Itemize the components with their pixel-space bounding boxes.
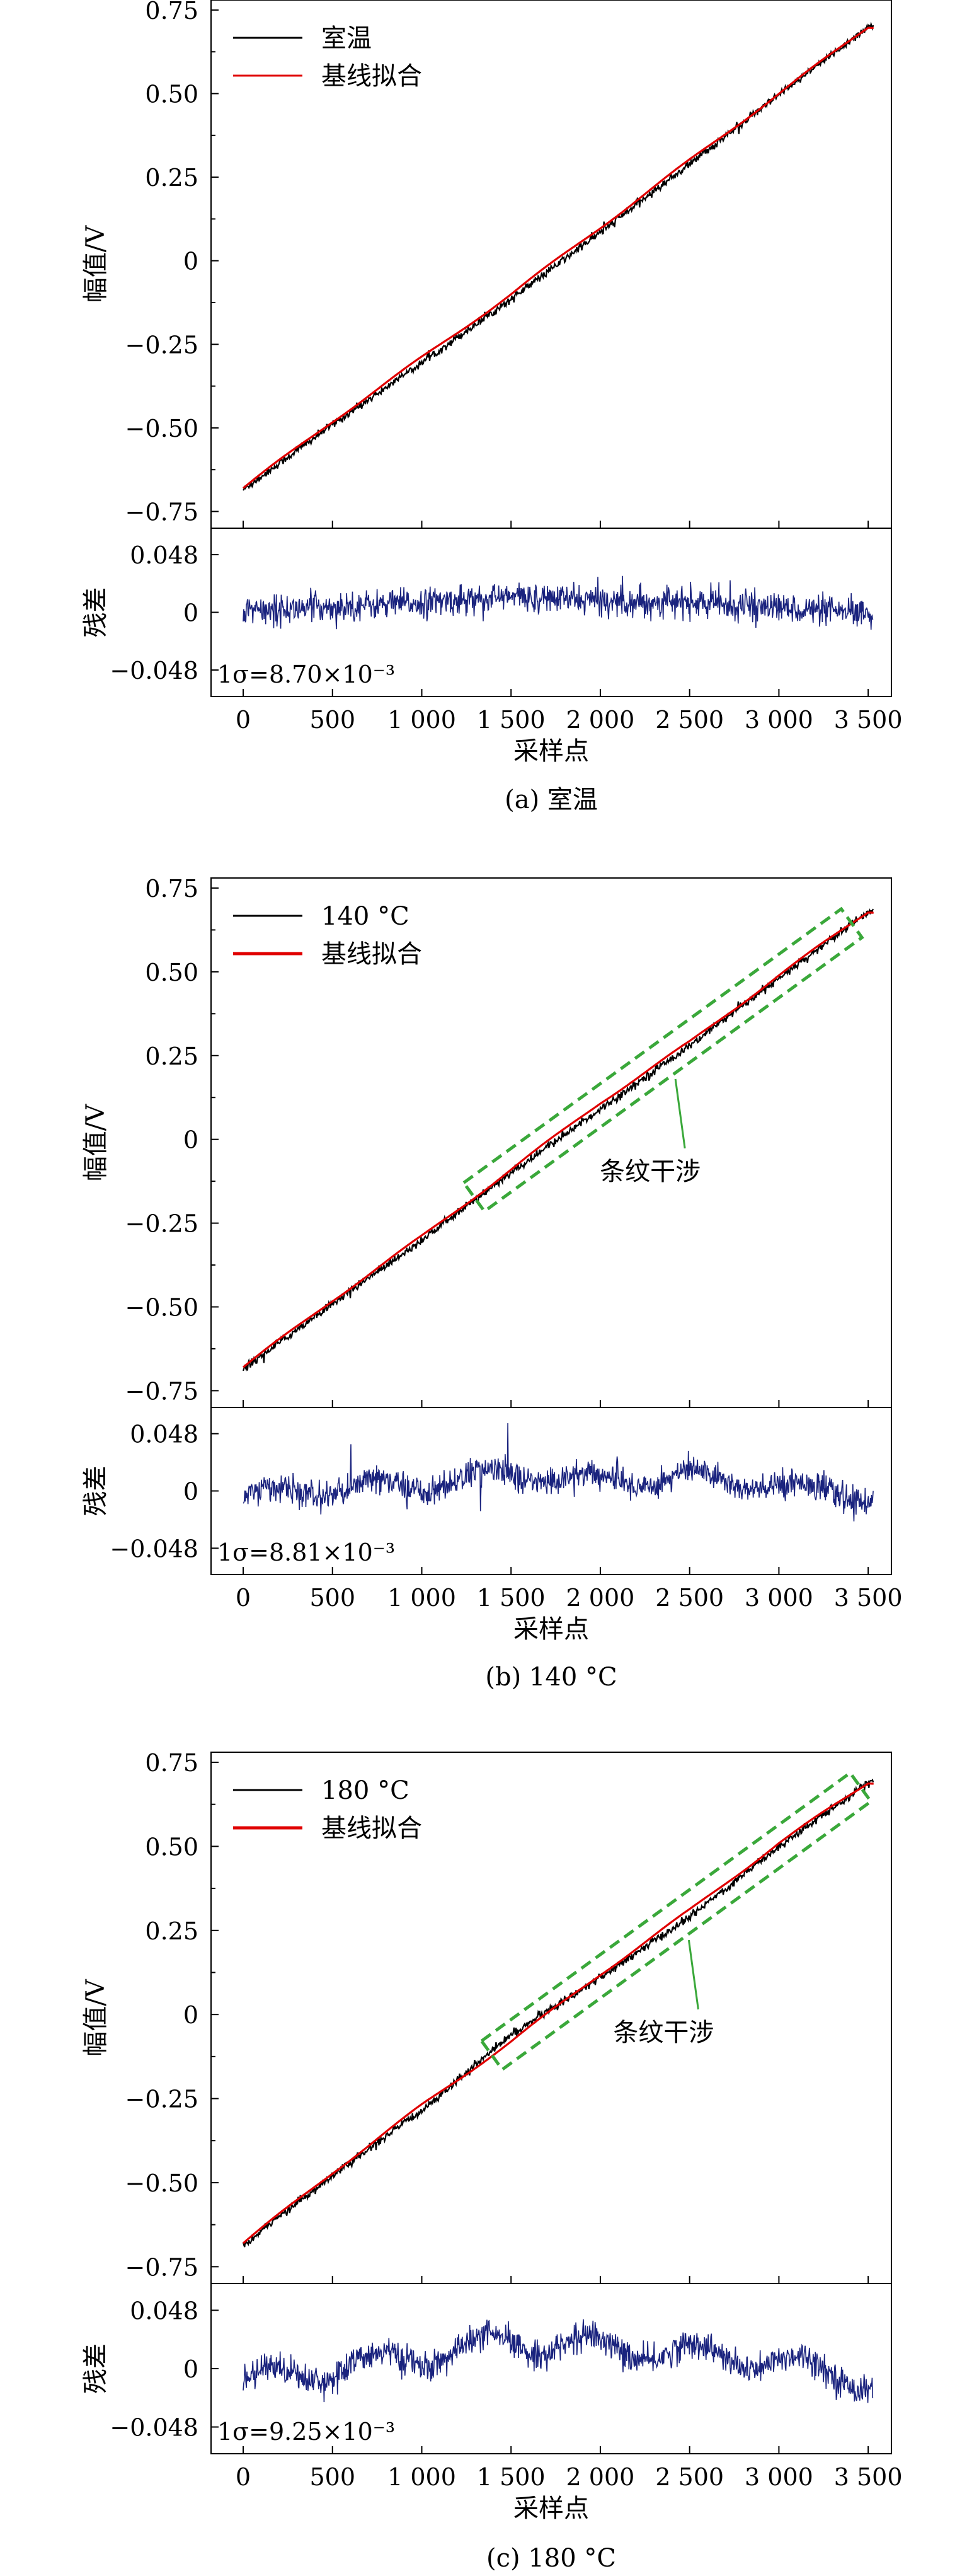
series-line-data — [242, 1778, 874, 2248]
x-tick-label: 1 000 — [387, 706, 456, 734]
chart-panel-3: 0.75 0.50 0.25 0 −0.25 −0.50 −0.75 幅值/V 180 °C 基线… — [81, 1749, 903, 2573]
residual-y-tick-label: 0 — [183, 599, 198, 627]
series-line-residual — [243, 575, 874, 630]
y-tick-label: −0.75 — [125, 498, 198, 526]
legend-label-baseline: 基线拟合 — [321, 940, 422, 969]
series-line-data — [243, 21, 874, 491]
x-tick-label: 500 — [309, 2463, 355, 2491]
residual-y-axis-label: 残差 — [81, 587, 110, 638]
x-tick-label: 1 500 — [477, 706, 546, 734]
y-tick-label: 0.25 — [145, 1043, 198, 1070]
x-axis-label: 采样点 — [513, 737, 589, 766]
legend-label-data: 180 °C — [321, 1776, 409, 1805]
y-tick-label: −0.25 — [125, 331, 198, 359]
x-tick-label: 2 500 — [655, 706, 724, 734]
x-tick-label: 3 500 — [834, 1584, 903, 1612]
y-tick-label: −0.50 — [125, 2169, 198, 2197]
legend-label-baseline: 基线拟合 — [321, 1814, 422, 1843]
panel-caption: (c) 180 °C — [486, 2544, 616, 2573]
residual-y-axis-label: 残差 — [81, 2343, 110, 2394]
x-tick-label: 3 500 — [834, 706, 903, 734]
x-axis-label: 采样点 — [513, 2494, 589, 2523]
y-tick-label: 0.50 — [145, 959, 198, 986]
x-tick-label: 2 000 — [566, 706, 635, 734]
residual-y-tick-label: 0.048 — [130, 2297, 198, 2325]
x-tick-label: 3 000 — [745, 2463, 813, 2491]
residual-y-tick-label: 0.048 — [130, 541, 198, 569]
panel-caption: (b) 140 °C — [485, 1663, 617, 1692]
series-line-data — [242, 908, 874, 1372]
residual-y-tick-label: 0 — [183, 1478, 198, 1506]
x-tick-label: 3 000 — [745, 706, 813, 734]
y-tick-label: 0.75 — [145, 0, 198, 25]
x-axis-label: 采样点 — [513, 1615, 589, 1644]
series-line-baseline — [242, 1782, 874, 2244]
series-line-residual — [243, 2319, 874, 2403]
y-tick-label: 0.50 — [145, 81, 198, 108]
legend-label-data: 140 °C — [321, 902, 409, 931]
y-axis-label: 幅值/V — [81, 1104, 110, 1181]
x-tick-label: 2 500 — [655, 1584, 724, 1612]
annotation-leader-line — [674, 1078, 686, 1149]
series-line-baseline — [243, 911, 874, 1368]
x-tick-label: 1 500 — [477, 1584, 546, 1612]
y-tick-label: 0 — [183, 1126, 198, 1154]
legend-label-baseline: 基线拟合 — [321, 62, 422, 91]
legend: 180 °C 基线拟合 — [233, 1776, 422, 1843]
annotation-leader-line — [687, 1939, 699, 2010]
y-tick-label: −0.50 — [125, 415, 198, 442]
x-tick-label: 0 — [236, 706, 251, 734]
y-tick-label: −0.75 — [125, 1377, 198, 1405]
top-plot-frame — [210, 0, 892, 529]
x-tick-label: 2 000 — [566, 1584, 635, 1612]
x-tick-label: 3 000 — [745, 1584, 813, 1612]
y-tick-label: −0.75 — [125, 2253, 198, 2281]
y-tick-label: −0.50 — [125, 1294, 198, 1322]
y-tick-label: −0.25 — [125, 2086, 198, 2113]
residual-y-tick-label: 0 — [183, 2355, 198, 2383]
y-tick-label: 0 — [183, 248, 198, 275]
sigma-annotation: 1σ=9.25×10⁻³ — [217, 2418, 395, 2446]
sigma-annotation: 1σ=8.70×10⁻³ — [217, 661, 395, 688]
x-tick-label: 1 000 — [387, 2463, 456, 2491]
y-tick-label: 0.25 — [145, 164, 198, 192]
y-tick-label: 0 — [183, 2001, 198, 2029]
residual-y-axis-label: 残差 — [81, 1466, 110, 1516]
series-line-residual — [243, 1423, 874, 1522]
x-tick-label: 500 — [309, 1584, 355, 1612]
residual-y-tick-label: −0.048 — [110, 1535, 198, 1562]
panel-caption: (a) 室温 — [505, 785, 598, 814]
top-plot-frame — [210, 1752, 892, 2284]
y-tick-label: 0.75 — [145, 875, 198, 903]
x-tick-label: 0 — [236, 2463, 251, 2491]
x-tick-label: 0 — [236, 1584, 251, 1612]
x-tick-label: 500 — [309, 706, 355, 734]
sigma-annotation: 1σ=8.81×10⁻³ — [217, 1539, 395, 1566]
x-tick-label: 1 500 — [477, 2463, 546, 2491]
annotation-label: 条纹干涉 — [600, 1157, 701, 1186]
x-tick-label: 3 500 — [834, 2463, 903, 2491]
y-tick-label: 0.75 — [145, 1749, 198, 1777]
y-axis-label: 幅值/V — [81, 225, 110, 303]
x-tick-label: 2 000 — [566, 2463, 635, 2491]
annotation-label: 条纹干涉 — [613, 2018, 714, 2047]
y-tick-label: 0.25 — [145, 1917, 198, 1945]
legend: 140 °C 基线拟合 — [233, 902, 422, 969]
residual-y-tick-label: −0.048 — [110, 2414, 198, 2442]
legend-label-data: 室温 — [321, 24, 372, 53]
y-tick-label: 0.50 — [145, 1833, 198, 1861]
x-tick-label: 2 500 — [655, 2463, 724, 2491]
x-tick-label: 1 000 — [387, 1584, 456, 1612]
residual-y-tick-label: −0.048 — [110, 657, 198, 684]
y-tick-label: −0.25 — [125, 1210, 198, 1238]
fringe-interference-box — [461, 906, 864, 1214]
chart-panel-2: 0.75 0.50 0.25 0 −0.25 −0.50 −0.75 幅值/V 140 °C 基线… — [81, 875, 903, 1692]
residual-y-tick-label: 0.048 — [130, 1421, 198, 1448]
y-axis-label: 幅值/V — [81, 1978, 110, 2056]
series-line-baseline — [243, 26, 874, 489]
